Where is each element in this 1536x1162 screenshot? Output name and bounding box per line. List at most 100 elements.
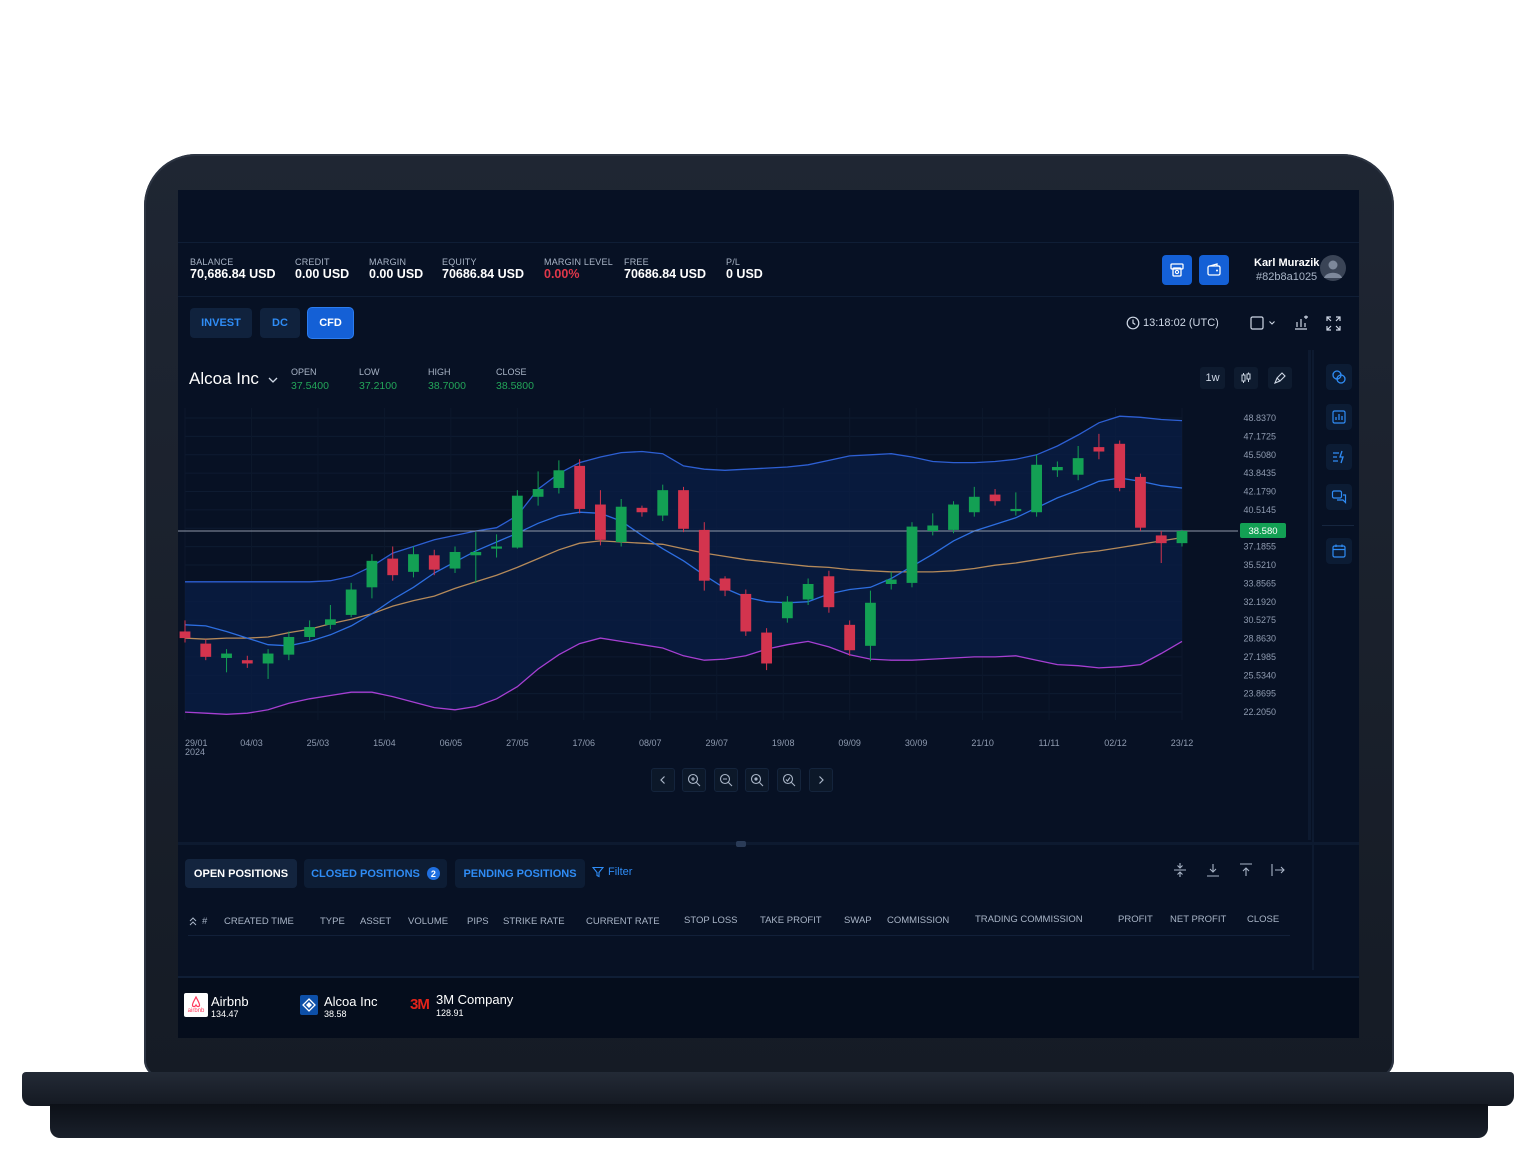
column-header[interactable]: CURRENT RATE xyxy=(586,916,660,927)
symbol-selector[interactable]: Alcoa Inc xyxy=(189,369,278,389)
filter-button[interactable]: Filter xyxy=(592,866,632,878)
x-tick-line: 21/10 xyxy=(971,738,994,748)
ticker-item-3m[interactable]: 3M 3M Company 128.91 xyxy=(410,978,530,1038)
x-tick-label: 27/05 xyxy=(506,738,529,748)
rail-trade-button[interactable] xyxy=(1326,364,1352,390)
candle-body xyxy=(553,470,565,488)
stat-value: 0.00% xyxy=(544,267,580,281)
symbol-name: Alcoa Inc xyxy=(189,369,259,388)
zoom-fit-button[interactable] xyxy=(745,768,769,792)
count-badge: 2 xyxy=(426,867,440,880)
candle-body xyxy=(719,578,731,591)
filter-label: Filter xyxy=(608,866,633,878)
column-header[interactable]: CLOSE xyxy=(1247,914,1280,925)
ohlc-label: OPEN xyxy=(291,367,317,377)
zoom-in-button[interactable] xyxy=(682,768,706,792)
candle-body xyxy=(449,551,461,569)
column-header[interactable]: STRIKE RATE xyxy=(503,916,565,927)
panel-resizer[interactable] xyxy=(178,842,1359,845)
candle-body xyxy=(1010,508,1022,512)
price-tag: 38.580 xyxy=(1240,523,1286,539)
download-icon[interactable] xyxy=(1205,862,1221,878)
stat-equity: EQUITY 70686.84 USD xyxy=(442,257,524,281)
ticker-price: 128.91 xyxy=(436,1008,464,1018)
layout-select[interactable] xyxy=(1250,316,1276,330)
ohlc-label: CLOSE xyxy=(496,367,527,377)
tab-cfd[interactable]: CFD xyxy=(308,308,353,338)
candle-body xyxy=(698,529,710,581)
airbnb-icon xyxy=(191,996,201,1008)
stat-label: MARGIN LEVEL xyxy=(544,257,613,267)
candle-body xyxy=(865,602,876,646)
stat-label: CREDIT xyxy=(295,257,330,267)
rail-chat-button[interactable] xyxy=(1326,484,1352,510)
tab-invest[interactable]: INVEST xyxy=(190,308,252,338)
collapse-icon[interactable] xyxy=(1172,862,1188,878)
candle-body xyxy=(823,576,835,608)
lower-band-line xyxy=(184,637,1183,715)
column-header[interactable]: STOP LOSS xyxy=(684,915,738,926)
deposit-button[interactable] xyxy=(1162,255,1192,285)
zoom-out-icon xyxy=(719,773,733,787)
column-header[interactable]: CREATED TIME xyxy=(224,916,294,927)
fullscreen-icon[interactable] xyxy=(1326,316,1341,331)
price-tag-label: 38.580 xyxy=(1248,526,1277,537)
avatar[interactable] xyxy=(1320,255,1346,281)
tab-dc[interactable]: DC xyxy=(260,308,300,338)
scroll-left-button[interactable] xyxy=(651,768,675,792)
tab-open-positions[interactable]: OPEN POSITIONS xyxy=(185,859,297,888)
timeframe-button[interactable]: 1w xyxy=(1200,367,1225,389)
y-tick-label: 33.8565 xyxy=(1243,578,1276,588)
laptop-base xyxy=(22,1072,1514,1106)
stat-label: EQUITY xyxy=(442,257,477,267)
zoom-reset-button[interactable] xyxy=(777,768,801,792)
candle-body xyxy=(574,465,586,509)
candle-body xyxy=(491,546,502,549)
column-header[interactable]: SWAP xyxy=(844,915,872,926)
column-header[interactable]: TRADING COMMISSION xyxy=(975,914,1083,925)
y-tick-label: 30.5275 xyxy=(1243,615,1276,625)
rail-signals-button[interactable] xyxy=(1326,444,1352,470)
drag-handle-icon[interactable] xyxy=(736,841,746,847)
expand-right-icon[interactable] xyxy=(1270,862,1286,878)
upload-icon[interactable] xyxy=(1238,862,1254,878)
tab-pending-positions[interactable]: PENDING POSITIONS xyxy=(455,859,585,888)
candle-body xyxy=(678,490,689,529)
app-screen: BALANCE 70,686.84 USD CREDIT 0.00 USD MA… xyxy=(178,190,1359,1038)
ticker-name: Airbnb xyxy=(211,994,249,1009)
column-header[interactable]: COMMISSION xyxy=(887,915,950,926)
column-header[interactable]: PROFIT xyxy=(1118,914,1153,925)
x-tick-line: 2024 xyxy=(185,747,205,757)
column-header[interactable]: TYPE xyxy=(320,916,345,927)
ohlc-value: 38.5800 xyxy=(496,380,534,392)
stat-balance: BALANCE 70,686.84 USD xyxy=(190,257,275,281)
candlestick-icon xyxy=(1241,372,1251,383)
rail-chart-button[interactable] xyxy=(1326,404,1352,430)
column-header[interactable]: TAKE PROFIT xyxy=(760,915,822,926)
ticker-item-alcoa[interactable]: Alcoa Inc 38.58 xyxy=(300,978,400,1038)
column-header[interactable]: PIPS xyxy=(467,916,489,927)
ticker-item-airbnb[interactable]: airbnb Airbnb 134.47 xyxy=(184,978,294,1038)
chart-type-button[interactable] xyxy=(1234,367,1258,389)
drawing-tools-button[interactable] xyxy=(1268,367,1292,389)
asset-ticker: airbnb Airbnb 134.47 Alcoa Inc 38.58 3M … xyxy=(178,976,1359,1038)
y-tick-label: 37.1855 xyxy=(1243,542,1276,552)
tab-label: CLOSED POSITIONS xyxy=(311,867,420,880)
stat-label: FREE xyxy=(624,257,649,267)
column-header[interactable]: # xyxy=(202,916,208,927)
indicators-icon[interactable] xyxy=(1293,315,1309,331)
column-header[interactable]: NET PROFIT xyxy=(1170,914,1227,925)
x-tick-label: 02/12 xyxy=(1104,738,1127,748)
x-tick-line: 09/09 xyxy=(838,738,861,748)
zoom-out-button[interactable] xyxy=(714,768,738,792)
y-tick-label: 47.1725 xyxy=(1243,431,1276,441)
column-header[interactable]: ASSET xyxy=(360,916,392,927)
price-chart[interactable]: 48.8370 47.1725 45.5080 43.8435 42.1790 40.51… xyxy=(178,402,1308,762)
scroll-right-button[interactable] xyxy=(809,768,833,792)
column-header[interactable]: VOLUME xyxy=(408,916,449,927)
tab-closed-positions[interactable]: CLOSED POSITIONS 2 xyxy=(304,859,447,888)
rail-calendar-button[interactable] xyxy=(1326,538,1352,564)
wallet-button[interactable] xyxy=(1199,255,1229,285)
candle-body xyxy=(304,627,316,637)
sort-icon[interactable] xyxy=(189,917,197,926)
